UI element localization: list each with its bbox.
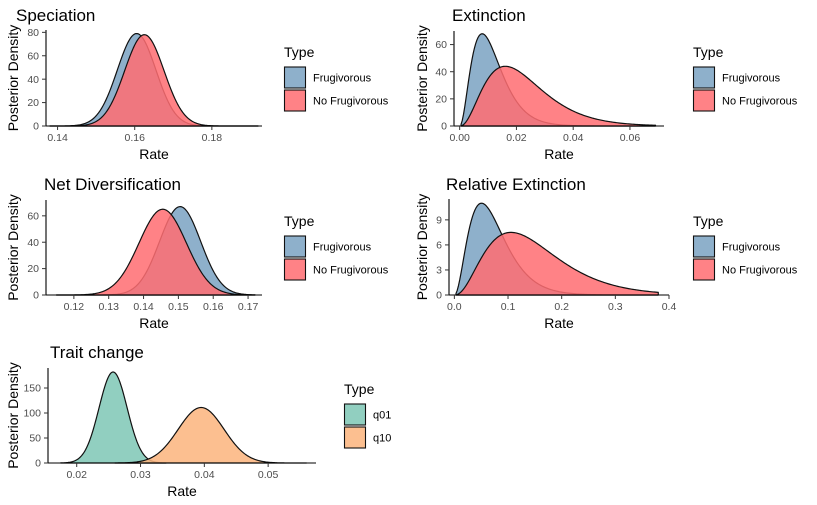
- x-tick-label: 0.05: [258, 469, 279, 481]
- x-tick-label: 0.16: [203, 301, 224, 313]
- x-tick-label: 0.02: [66, 469, 87, 481]
- legend-label-frugivorous: Frugivorous: [722, 242, 781, 254]
- y-tick-label: 0: [33, 121, 39, 133]
- legend-title: Type: [693, 213, 724, 229]
- y-tick-label: 20: [27, 97, 39, 109]
- legend-swatch-frugivorous: [283, 235, 307, 258]
- x-tick-label: 0.04: [563, 132, 584, 144]
- x-tick-label: 0.02: [506, 132, 527, 144]
- y-tick-label: 100: [23, 408, 41, 420]
- legend-swatch-no-frugivorous: [283, 258, 307, 281]
- legend-label-frugivorous: Frugivorous: [313, 73, 372, 85]
- legend-label-no-frugivorous: No Frugivorous: [313, 265, 389, 277]
- density-area-q01: [60, 371, 167, 464]
- y-axis-label: Posterior Density: [5, 362, 21, 469]
- panel-relative-extinction: Relative Extinction 0.0 0.1 0.2 0.3 0.4 0 3 6 9 Ra…: [414, 175, 798, 331]
- legend-label-frugivorous: Frugivorous: [313, 242, 372, 254]
- x-axis-label: Rate: [139, 315, 169, 331]
- legend: Type q01 q10: [343, 381, 391, 449]
- legend-title: Type: [284, 44, 315, 60]
- legend-swatch-no-frugivorous: [692, 89, 716, 112]
- legend-label-frugivorous: Frugivorous: [722, 73, 781, 85]
- x-tick-label: 0.00: [449, 132, 470, 144]
- x-tick-label: 0.14: [47, 132, 68, 144]
- density-area-no-frugivorous: [55, 208, 256, 296]
- x-tick-label: 0.4: [662, 301, 677, 313]
- legend: Type Frugivorous No Frugivorous: [283, 213, 389, 281]
- legend-label-q10: q10: [373, 433, 391, 445]
- density-area-no-frugivorous: [49, 34, 259, 127]
- legend-title: Type: [284, 213, 315, 229]
- legend-swatch-q10: [343, 426, 367, 449]
- panel-title: Speciation: [16, 6, 95, 25]
- y-tick-label: 40: [27, 74, 39, 86]
- y-tick-label: 6: [436, 240, 442, 252]
- x-tick-label: 0.04: [194, 469, 215, 481]
- panel-speciation: Speciation 0.14 0.16 0.18 0 20 40 60 80 Rate Poste…: [5, 6, 389, 162]
- density-area-no-frugivorous: [460, 65, 657, 127]
- panel-trait-change: Trait change 0.02 0.03 0.04 0.05 0 50 100 150 Rat…: [5, 343, 391, 499]
- x-tick-label: 0.1: [501, 301, 516, 313]
- legend-title: Type: [344, 381, 375, 397]
- legend-title: Type: [693, 44, 724, 60]
- legend-label-no-frugivorous: No Frugivorous: [313, 96, 389, 108]
- y-tick-label: 20: [435, 93, 447, 105]
- y-tick-label: 40: [27, 237, 39, 249]
- x-tick-label: 0.16: [124, 132, 145, 144]
- y-tick-label: 60: [435, 39, 447, 51]
- x-tick-label: 0.12: [64, 301, 85, 313]
- x-tick-label: 0.13: [98, 301, 119, 313]
- y-axis-label: Posterior Density: [414, 194, 430, 301]
- x-axis-label: Rate: [544, 146, 574, 162]
- legend-swatch-q01: [343, 403, 367, 426]
- legend-label-q01: q01: [373, 410, 391, 422]
- x-tick-label: 0.3: [608, 301, 623, 313]
- panel-net-diversification: Net Diversification 0.12 0.13 0.14 0.15 0.16 0…: [5, 175, 389, 331]
- legend-label-no-frugivorous: No Frugivorous: [722, 96, 798, 108]
- y-tick-label: 60: [27, 210, 39, 222]
- y-tick-label: 3: [436, 265, 442, 277]
- legend-swatch-no-frugivorous: [283, 89, 307, 112]
- x-tick-label: 0.18: [202, 132, 223, 144]
- legend: Type Frugivorous No Frugivorous: [283, 44, 389, 112]
- x-axis-label: Rate: [167, 483, 197, 499]
- legend-swatch-frugivorous: [283, 66, 307, 89]
- y-axis-label: Posterior Density: [414, 25, 430, 132]
- y-tick-label: 0: [35, 458, 41, 470]
- x-axis-label: Rate: [544, 315, 574, 331]
- x-axis-label: Rate: [139, 146, 169, 162]
- y-tick-label: 0: [33, 290, 39, 302]
- y-axis-label: Posterior Density: [5, 25, 21, 132]
- legend: Type Frugivorous No Frugivorous: [692, 44, 798, 112]
- legend-swatch-frugivorous: [692, 66, 716, 89]
- x-tick-label: 0.14: [133, 301, 154, 313]
- x-tick-label: 0.06: [620, 132, 641, 144]
- y-tick-label: 0: [436, 290, 442, 302]
- y-tick-label: 50: [29, 433, 41, 445]
- legend: Type Frugivorous No Frugivorous: [692, 213, 798, 281]
- y-axis-label: Posterior Density: [5, 194, 21, 301]
- y-tick-label: 0: [441, 121, 447, 133]
- x-tick-label: 0.17: [238, 301, 259, 313]
- x-tick-label: 0.0: [447, 301, 462, 313]
- panel-title: Extinction: [452, 6, 526, 25]
- x-tick-label: 0.15: [168, 301, 189, 313]
- density-area-no-frugivorous: [455, 231, 659, 296]
- legend-swatch-no-frugivorous: [692, 258, 716, 281]
- y-tick-label: 20: [27, 263, 39, 275]
- y-tick-label: 40: [435, 66, 447, 78]
- legend-label-no-frugivorous: No Frugivorous: [722, 265, 798, 277]
- y-tick-label: 9: [436, 214, 442, 226]
- panel-title: Relative Extinction: [446, 175, 586, 194]
- y-tick-label: 150: [23, 383, 41, 395]
- panel-title: Trait change: [50, 343, 144, 362]
- x-tick-label: 0.2: [554, 301, 569, 313]
- y-tick-label: 60: [27, 50, 39, 62]
- panel-extinction: Extinction 0.00 0.02 0.04 0.06 0 20 40 60 Rate Pos…: [414, 6, 798, 162]
- legend-swatch-frugivorous: [692, 235, 716, 258]
- x-tick-label: 0.03: [130, 469, 151, 481]
- panel-title: Net Diversification: [44, 175, 181, 194]
- y-tick-label: 80: [27, 27, 39, 39]
